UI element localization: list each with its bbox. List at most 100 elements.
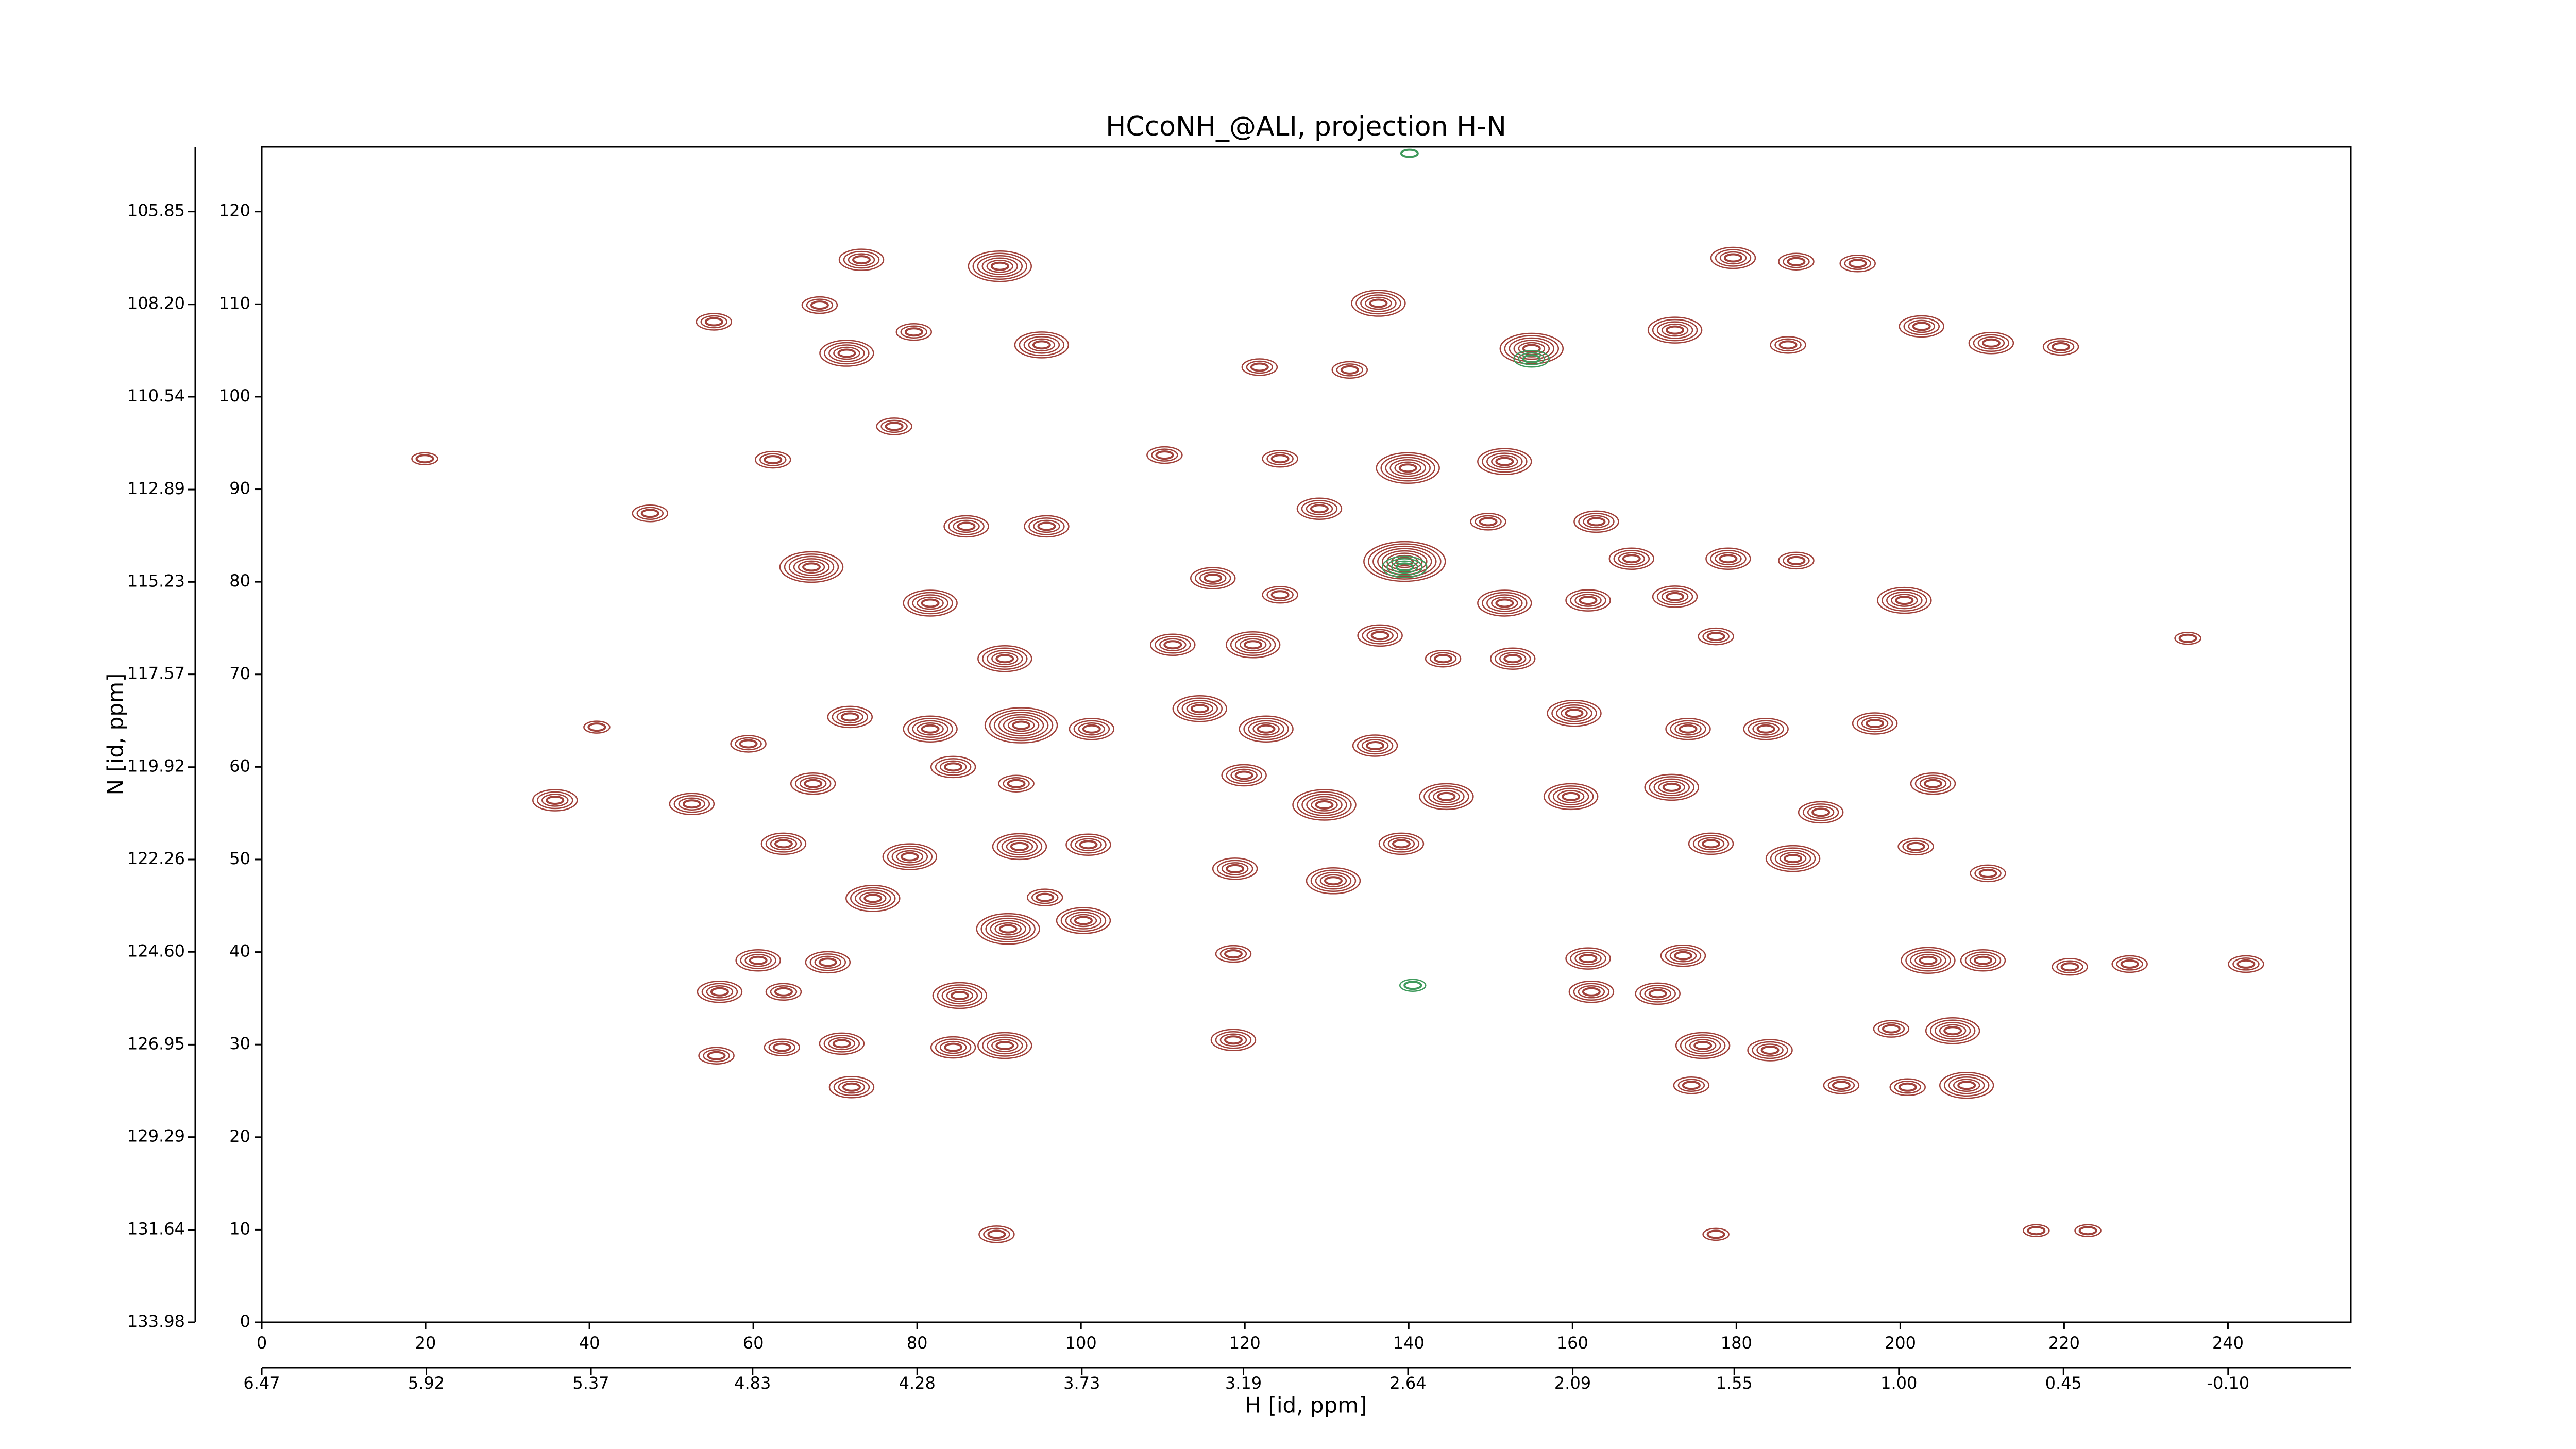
contour-level (863, 894, 883, 903)
contour-level (1395, 562, 1414, 572)
contour-level (1665, 947, 1702, 965)
contour-level (1669, 949, 1697, 963)
y-tick-label: 120 (219, 201, 250, 221)
y2-tick-label: 119.92 (127, 756, 185, 776)
contour-level (2116, 957, 2143, 971)
contour-level (1482, 450, 1528, 473)
contour-level (1489, 647, 1536, 670)
contour-level (1891, 594, 1918, 607)
contour-level (1656, 587, 1693, 606)
y-tick-label: 100 (219, 386, 250, 406)
contour-level (1673, 1076, 1710, 1094)
contour-level (1301, 794, 1347, 816)
contour-level (2052, 342, 2071, 351)
contour-level (1552, 787, 1589, 806)
contour-level (2232, 957, 2260, 971)
contour-level (1723, 253, 1742, 263)
contour-level (1297, 791, 1352, 819)
y2-tick-label: 129.29 (127, 1126, 185, 1146)
contour-level (2056, 960, 2083, 974)
x-tick-label: 60 (743, 1333, 764, 1353)
contour-level (972, 252, 1028, 280)
contour-level (1433, 790, 1460, 803)
contour-level (1219, 947, 1247, 961)
contour-level (1270, 454, 1290, 464)
contour-level (1565, 947, 1611, 970)
contour-level (1070, 914, 1097, 928)
contour-level (833, 1078, 870, 1097)
contour-level (1934, 1021, 1971, 1040)
contour-level (673, 795, 710, 813)
contour-level (798, 560, 825, 574)
contour-level (1898, 1082, 1917, 1092)
contour-level (1033, 519, 1060, 533)
contour-level (1807, 805, 1835, 819)
contour-level (950, 990, 969, 1000)
contour-level (930, 1036, 976, 1059)
contour-level (1910, 951, 1946, 969)
contour-level (1899, 315, 1944, 338)
contour-level (1069, 717, 1115, 740)
contour-level (1570, 591, 1606, 610)
x-tick-label: 100 (1065, 1333, 1097, 1353)
contour-level (935, 1038, 972, 1056)
contour-level (1150, 633, 1196, 656)
contour-level (987, 1229, 1006, 1239)
y-axis-label: N [id, ppm] (103, 673, 128, 796)
contour-level (1230, 768, 1258, 782)
contour-level (932, 982, 988, 1009)
contour-level (1429, 652, 1457, 665)
contour-level (1155, 636, 1191, 654)
contour-level (1292, 789, 1357, 821)
chart-title: HCcoNH_@ALI, projection H-N (1106, 111, 1506, 142)
contour-level (1688, 832, 1734, 855)
contour-level (1970, 864, 2006, 883)
contour-level (1613, 549, 1650, 568)
x-tick-label: 240 (2212, 1333, 2244, 1353)
contour-level (1399, 979, 1427, 992)
contour-level (1266, 452, 1294, 466)
x2-tick-label: 0.45 (2045, 1373, 2082, 1393)
contour-level (1649, 776, 1694, 799)
contour-level (948, 517, 985, 535)
contour-level (1477, 448, 1532, 475)
contour-level (1219, 1033, 1247, 1047)
x2-tick-label: 1.00 (1880, 1373, 1917, 1393)
contour-level (768, 1040, 796, 1054)
contour-level (1919, 777, 1947, 790)
contour-level (1978, 868, 1997, 878)
contour-level (1425, 649, 1462, 668)
x2-tick-label: 5.37 (572, 1373, 609, 1393)
contour-level (1262, 586, 1298, 604)
contour-level (1028, 338, 1056, 352)
contour-level (935, 758, 972, 776)
contour-level (1315, 872, 1352, 890)
contour-level (823, 1035, 860, 1053)
contour-level (790, 772, 836, 795)
contour-level (980, 915, 1036, 942)
contour-level (770, 985, 798, 999)
contour-level (1389, 459, 1426, 477)
contour-level (900, 852, 919, 862)
contour-level (843, 250, 880, 269)
contour-level (1710, 246, 1756, 269)
contour-level (848, 253, 875, 266)
contour-level (939, 760, 967, 774)
contour-level (1677, 1079, 1705, 1092)
contour-level (1770, 336, 1806, 354)
contour-level (1495, 598, 1514, 608)
contour-level (1372, 545, 1437, 578)
contour-level (1578, 985, 1605, 999)
contour-level (1635, 982, 1681, 1005)
contour-level (1340, 365, 1359, 375)
contour-level (1682, 1081, 1701, 1090)
contour-level (1905, 949, 1951, 972)
contour-level (907, 592, 953, 615)
contour-level (765, 835, 802, 853)
contour-level (1908, 319, 1935, 333)
y-tick-label: 20 (229, 1126, 250, 1146)
contour-level (1226, 864, 1245, 873)
contour-level (1565, 589, 1611, 612)
contour-level (804, 779, 823, 788)
contour-level (1706, 632, 1725, 642)
